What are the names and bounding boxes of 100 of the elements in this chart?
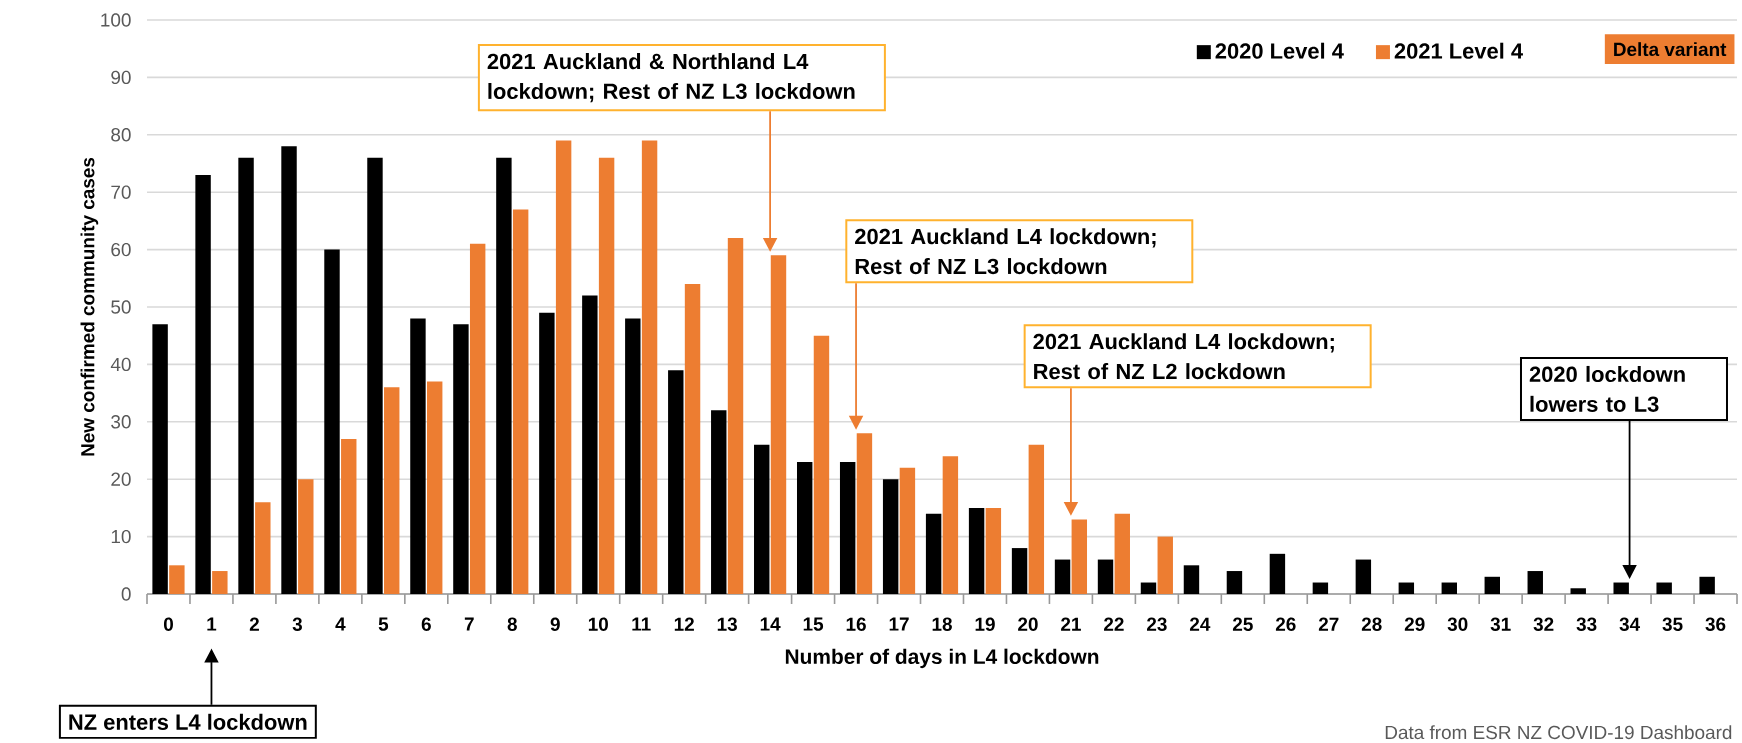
x-tick-label: 34 xyxy=(1619,617,1641,631)
y-tick-label: 30 xyxy=(111,415,131,429)
bar xyxy=(298,479,314,594)
bar xyxy=(1071,519,1088,594)
bar xyxy=(754,444,770,594)
bar xyxy=(856,433,873,594)
bar xyxy=(1613,582,1629,594)
bar xyxy=(1028,444,1045,594)
x-tick-label: 2 xyxy=(249,617,259,631)
bar xyxy=(195,174,211,594)
y-tick-label: 60 xyxy=(111,242,131,257)
bar xyxy=(1656,582,1672,594)
x-tick-label: 8 xyxy=(507,617,517,631)
bar xyxy=(1054,559,1071,594)
x-tick-label: 12 xyxy=(674,617,694,631)
bar xyxy=(1011,548,1028,594)
legend-label: 2020 Level 4 xyxy=(1215,42,1344,59)
bar xyxy=(985,507,1002,594)
bar xyxy=(1570,588,1586,594)
bar xyxy=(899,467,916,594)
bar xyxy=(496,157,512,594)
annotation: 2021 Auckland L4 lockdown; Rest of NZ L3 lockdown xyxy=(855,228,1156,275)
bar xyxy=(341,439,357,594)
y-tick-label: 70 xyxy=(111,185,131,199)
x-tick-label: 32 xyxy=(1533,617,1554,631)
bar xyxy=(512,209,529,594)
x-tick-label: 14 xyxy=(760,617,781,631)
bar xyxy=(641,140,658,594)
x-tick-label: 11 xyxy=(632,617,651,631)
y-axis-title: New confirmed community cases xyxy=(80,157,99,456)
x-tick-label: 6 xyxy=(421,617,431,631)
x-tick-label: 7 xyxy=(464,617,474,631)
bar xyxy=(555,140,572,594)
annotation: 2020 lockdown lowers to L3 xyxy=(1529,365,1685,412)
bar xyxy=(925,513,942,594)
bar xyxy=(281,146,297,594)
x-tick-label: 15 xyxy=(803,617,824,631)
x-tick-label: 18 xyxy=(932,617,952,631)
bar xyxy=(1699,576,1715,594)
bar xyxy=(169,565,185,594)
x-tick-label: 24 xyxy=(1189,617,1211,631)
x-tick-label: 3 xyxy=(292,617,302,631)
bar xyxy=(668,370,684,594)
x-tick-label: 31 xyxy=(1490,617,1511,631)
bar xyxy=(238,157,254,594)
bar xyxy=(1183,565,1200,594)
x-tick-label: 1 xyxy=(207,617,217,631)
bar xyxy=(1157,536,1173,594)
x-tick-label: 26 xyxy=(1275,617,1296,631)
bar xyxy=(255,502,271,594)
bar xyxy=(1269,553,1286,594)
x-tick-label: 5 xyxy=(378,617,389,631)
bar xyxy=(367,157,383,594)
bar xyxy=(711,410,727,594)
bar xyxy=(1312,582,1329,594)
x-tick-label: 19 xyxy=(975,617,995,631)
bar xyxy=(469,243,486,594)
x-tick-label: 35 xyxy=(1662,617,1683,631)
x-tick-label: 29 xyxy=(1404,617,1425,631)
y-tick-label: 90 xyxy=(111,70,131,85)
bar xyxy=(813,335,830,594)
x-tick-label: 13 xyxy=(717,617,737,631)
y-tick-label: 0 xyxy=(121,587,131,601)
x-tick-label: 17 xyxy=(889,617,909,631)
x-axis-title: Number of days in L4 lockdown xyxy=(785,648,1099,669)
bar xyxy=(1097,559,1114,594)
x-tick-label: 4 xyxy=(335,617,346,631)
bar xyxy=(1114,513,1130,594)
y-tick-label: 100 xyxy=(101,13,131,27)
x-tick-label: 0 xyxy=(163,617,173,631)
x-tick-label: 21 xyxy=(1061,617,1081,631)
x-tick-label: 9 xyxy=(550,617,560,631)
bar xyxy=(882,479,899,594)
bar xyxy=(1226,571,1243,594)
y-tick-label: 80 xyxy=(111,128,131,142)
bar xyxy=(598,157,615,594)
x-tick-label: 20 xyxy=(1018,617,1038,631)
x-tick-label: 25 xyxy=(1232,617,1253,631)
x-tick-label: 27 xyxy=(1318,617,1339,631)
bar xyxy=(625,318,641,594)
x-tick-label: 30 xyxy=(1447,617,1468,631)
y-tick-label: 10 xyxy=(111,529,131,544)
bar xyxy=(1398,582,1415,594)
bar xyxy=(539,312,555,594)
bar xyxy=(727,238,744,594)
x-tick-label: 28 xyxy=(1361,617,1382,631)
y-tick-label: 20 xyxy=(111,472,131,486)
bar xyxy=(152,324,168,594)
bar xyxy=(453,324,469,594)
bar xyxy=(942,456,959,594)
bar xyxy=(1355,559,1372,594)
bar xyxy=(1527,571,1543,594)
text: NZ enters L4 lockdown xyxy=(69,713,307,730)
bar xyxy=(684,284,701,594)
bar xyxy=(426,381,443,594)
bar xyxy=(212,571,228,594)
bar xyxy=(1140,582,1157,594)
x-tick-label: 22 xyxy=(1104,617,1124,631)
bar xyxy=(1484,576,1500,594)
x-tick-label: 16 xyxy=(846,617,866,631)
